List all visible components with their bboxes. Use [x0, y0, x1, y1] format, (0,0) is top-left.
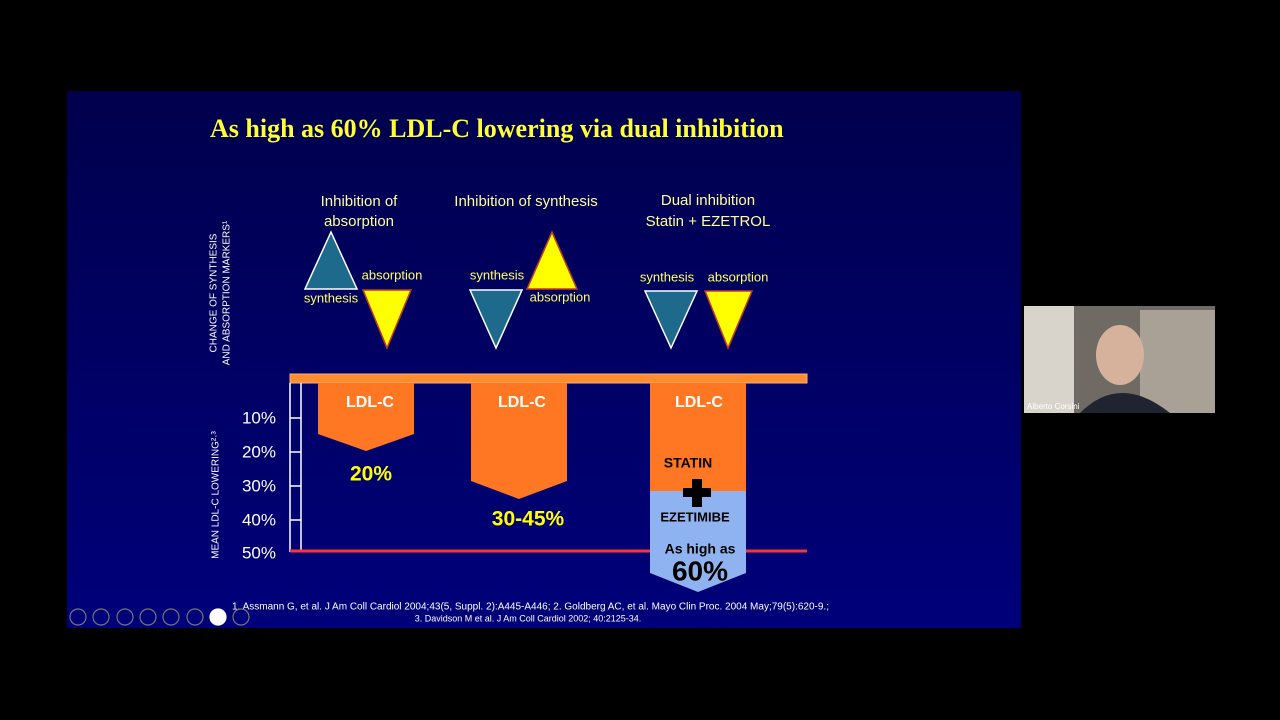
webcam-person-body — [1080, 393, 1170, 413]
absorption-label: absorption — [708, 269, 769, 284]
bar-label: LDL-C — [675, 394, 723, 411]
ezetimibe-label: EZETIMIBE — [660, 509, 730, 524]
participant-name: Alberto Corsini — [1027, 402, 1080, 411]
heading: absorption — [324, 213, 394, 230]
ezetimibe-bar — [650, 491, 746, 592]
heading: Statin + EZETROL — [646, 213, 771, 230]
synthesis-triangle — [643, 290, 699, 350]
absorption-triangle — [525, 230, 579, 290]
absorption-label: absorption — [530, 289, 591, 304]
axis-label-line: AND ABSORPTION MARKERS¹ — [222, 220, 233, 365]
synthesis-label: synthesis — [640, 269, 695, 284]
webcam-shelf — [1140, 310, 1215, 413]
result-label: 60% — [672, 555, 728, 586]
axis — [289, 383, 302, 552]
synthesis-triangle — [468, 289, 524, 350]
slide — [67, 91, 1021, 628]
tick-label: 10% — [242, 408, 276, 427]
tick-label: 20% — [242, 442, 276, 461]
bar-label: LDL-C — [346, 394, 394, 411]
result-prefix: As high as — [665, 541, 736, 557]
heading: Dual inhibition — [661, 192, 755, 209]
plus-sign — [683, 479, 711, 507]
tick-label: 50% — [242, 543, 276, 562]
webcam-person — [1096, 325, 1144, 385]
footnote: 1. Assmann G, et al. J Am Coll Cardiol 2… — [232, 602, 829, 613]
bar-label: LDL-C — [498, 394, 546, 411]
bar — [318, 383, 414, 451]
statin-bar — [650, 383, 746, 491]
axis-label-line: CHANGE OF SYNTHESIS — [209, 233, 220, 352]
slide-title: As high as 60% LDL-C lowering via dual i… — [210, 114, 784, 143]
absorption-label: absorption — [362, 267, 423, 282]
synthesis-label: synthesis — [304, 290, 359, 305]
heading: Inhibition of synthesis — [454, 193, 597, 210]
tick-label: 30% — [242, 476, 276, 495]
heading: Inhibition of — [321, 193, 399, 210]
webcam-background — [1024, 306, 1074, 413]
baseline-bar — [289, 373, 808, 384]
absorption-triangle — [361, 289, 413, 350]
toolbar[interactable] — [69, 608, 250, 626]
bottom-axis-label: MEAN LDL-C LOWERING²·³ — [211, 430, 222, 558]
statin-label: STATIN — [664, 455, 712, 471]
footnote: 3. Davidson M et al. J Am Coll Cardiol 2… — [415, 613, 642, 623]
result-label: 20% — [350, 463, 392, 486]
synthesis-triangle — [303, 230, 359, 290]
synthesis-label: synthesis — [470, 267, 525, 282]
tick-label: 40% — [242, 510, 276, 529]
bar — [471, 383, 567, 499]
result-label: 30-45% — [492, 508, 565, 531]
top-axis-label: CHANGE OF SYNTHESIS AND ABSORPTION MARKE… — [209, 220, 233, 365]
absorption-triangle — [703, 290, 754, 350]
